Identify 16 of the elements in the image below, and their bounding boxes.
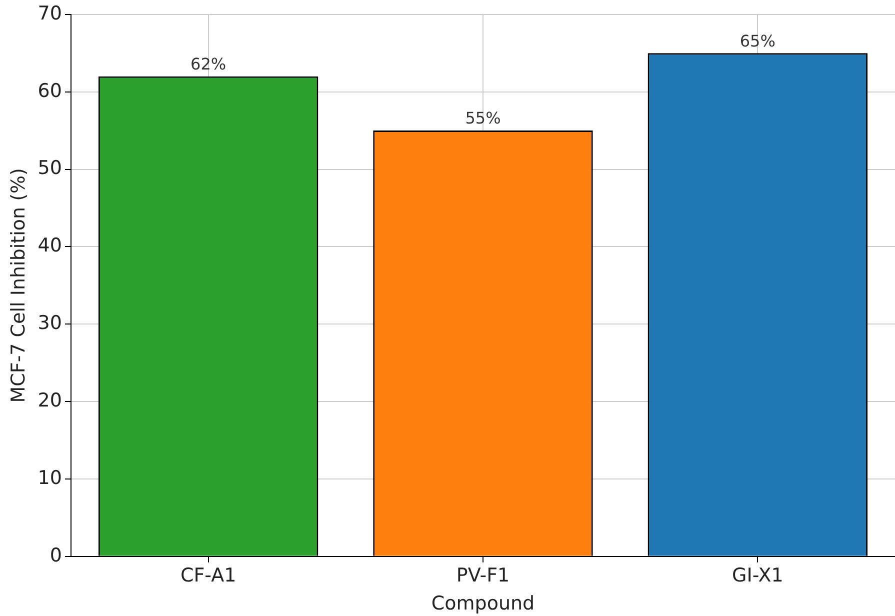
y-tick-label: 60 [38,80,62,102]
y-tick-label: 20 [38,389,62,412]
x-tick-label: CF-A1 [180,564,236,587]
y-tick-label: 30 [38,312,62,334]
y-tick-label: 40 [38,234,62,257]
y-tick-label: 0 [50,544,62,566]
y-axis-title: MCF-7 Cell Inhibition (%) [7,168,30,403]
data-label: 62% [190,54,226,74]
x-tick-label: PV-F1 [456,564,510,587]
x-tick-label: GI-X1 [732,564,784,587]
data-label: 65% [740,31,776,50]
data-label: 55% [465,108,501,128]
y-tick-label: 50 [38,157,62,180]
y-tick-label: 10 [38,466,62,489]
x-axis-title: Compound [431,592,535,615]
y-tick-label: 70 [38,2,62,24]
